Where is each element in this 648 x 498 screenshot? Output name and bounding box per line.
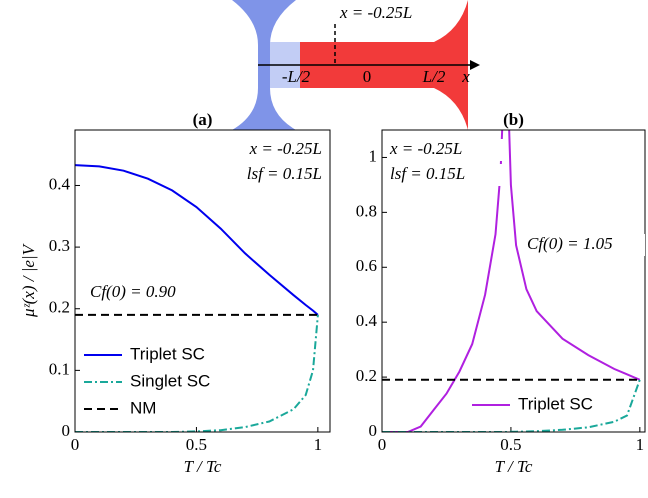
- legend-label: NM: [130, 398, 156, 417]
- position-label: x = -0.25L: [339, 3, 412, 22]
- y-axis-label: μᶻ(x) / |e|V: [19, 242, 38, 318]
- y-tick-label: 0.2: [49, 298, 70, 317]
- axis-label: x: [461, 67, 470, 86]
- axis-label: L/2: [422, 67, 446, 86]
- x-tick-label: 1: [636, 435, 645, 454]
- legend-label: Singlet SC: [130, 371, 210, 390]
- x-tick-label: 0: [378, 435, 387, 454]
- y-tick-label: 0.2: [356, 366, 377, 385]
- x-tick-label: 1: [314, 435, 323, 454]
- annotation: Cf(0) = 1.05: [527, 234, 613, 253]
- schematic: x = -0.25L -L/2 0 L/2 x: [232, 0, 480, 130]
- annotation: lsf = 0.15L: [247, 164, 322, 183]
- series-line: [75, 164, 319, 316]
- axis-label: -L/2: [282, 67, 311, 86]
- y-tick-label: 0: [62, 421, 71, 440]
- annotation-bg: [388, 139, 508, 161]
- x-tick-label: 0.5: [186, 435, 207, 454]
- y-tick-label: 0.8: [356, 201, 377, 220]
- panel-title: (a): [193, 110, 213, 129]
- arrow: [470, 60, 480, 70]
- series-line: [382, 379, 641, 432]
- y-tick-label: 0.4: [49, 174, 71, 193]
- plot-frame: [74, 129, 331, 433]
- plot-frame: [381, 129, 646, 433]
- x-axis-label: T / Tc: [184, 457, 222, 476]
- annotation: Cf(0) = 0.90: [90, 282, 176, 301]
- y-tick-label: 0.6: [356, 256, 377, 275]
- annotation: x = -0.25L: [389, 139, 462, 158]
- legend-label: Triplet SC: [518, 394, 593, 413]
- annotation-bg: [204, 164, 324, 186]
- legend-label: Triplet SC: [130, 344, 205, 363]
- x-tick-label: 0: [71, 435, 80, 454]
- annotation-bg: [525, 234, 645, 256]
- annotation-bg: [204, 139, 324, 161]
- y-tick-label: 0.3: [49, 236, 70, 255]
- annotation: x = -0.25L: [249, 139, 322, 158]
- series-line: [75, 314, 319, 432]
- y-tick-label: 0: [369, 421, 378, 440]
- annotation: lsf = 0.15L: [390, 164, 465, 183]
- panel-title: (b): [503, 110, 524, 129]
- series-line: [382, 130, 641, 432]
- y-tick-label: 1: [369, 146, 378, 165]
- annotation-bg: [88, 282, 208, 304]
- x-tick-label: 0.5: [500, 435, 521, 454]
- y-tick-label: 0.1: [49, 359, 70, 378]
- y-tick-label: 0.4: [356, 311, 378, 330]
- axis-label: 0: [363, 67, 372, 86]
- x-axis-label: T / Tc: [495, 457, 533, 476]
- annotation-bg: [388, 164, 508, 186]
